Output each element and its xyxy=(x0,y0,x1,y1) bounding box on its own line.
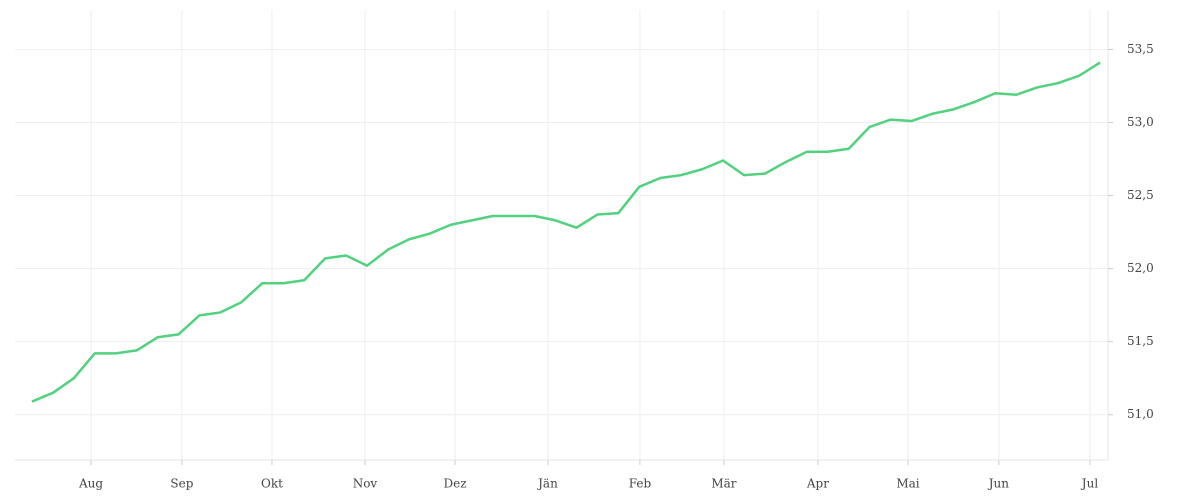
y-tick-label: 52,5 xyxy=(1127,188,1154,202)
x-tick-label: Okt xyxy=(261,477,283,491)
x-tick-label: Aug xyxy=(78,477,103,491)
x-tick-label: Apr xyxy=(806,477,829,491)
x-tick-label: Feb xyxy=(629,477,652,491)
x-tick-label: Dez xyxy=(443,477,466,491)
y-tick-label: 53,0 xyxy=(1127,115,1154,129)
y-tick-label: 51,5 xyxy=(1127,334,1154,348)
x-tick-label: Nov xyxy=(353,477,378,491)
y-tick-label: 52,0 xyxy=(1127,261,1154,275)
x-tick-label: Jul xyxy=(1080,477,1099,491)
x-tick-label: Sep xyxy=(170,477,193,491)
y-tick-label: 53,5 xyxy=(1127,42,1154,56)
y-tick-label: 51,0 xyxy=(1127,407,1154,421)
x-tick-label: Mär xyxy=(711,477,736,491)
x-tick-label: Jän xyxy=(536,477,558,491)
data-line xyxy=(31,61,1101,403)
x-tick-label: Mai xyxy=(896,477,919,491)
x-tick-label: Jun xyxy=(987,477,1010,491)
